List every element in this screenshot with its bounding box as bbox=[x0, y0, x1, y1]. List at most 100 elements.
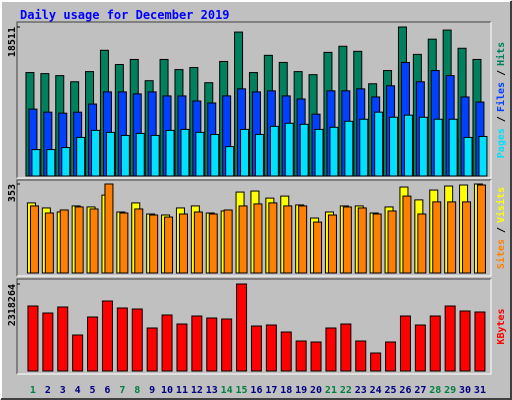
bar bbox=[74, 206, 84, 274]
x-tick-label: 21 bbox=[325, 385, 337, 396]
bar bbox=[61, 147, 71, 177]
bar bbox=[268, 202, 278, 274]
x-tick-label: 24 bbox=[370, 385, 382, 396]
x-tick-label: 6 bbox=[104, 385, 110, 396]
bar bbox=[221, 318, 233, 372]
bar bbox=[327, 214, 337, 274]
x-tick-label: 15 bbox=[236, 385, 248, 396]
legend: Pages / Files / Hits bbox=[495, 42, 507, 158]
x-tick-label: 11 bbox=[176, 385, 188, 396]
bar bbox=[208, 213, 218, 274]
bar bbox=[254, 133, 264, 177]
x-tick-label: 2 bbox=[45, 385, 51, 396]
bar bbox=[116, 307, 128, 372]
bar bbox=[295, 340, 307, 372]
bar bbox=[165, 129, 175, 177]
bar bbox=[87, 316, 99, 372]
bar bbox=[178, 213, 188, 274]
x-tick-label: 10 bbox=[161, 385, 173, 396]
bar bbox=[417, 213, 427, 274]
legend-separator: / bbox=[496, 70, 507, 76]
bar bbox=[161, 314, 173, 372]
bar bbox=[150, 134, 160, 177]
x-tick-label: 5 bbox=[90, 385, 96, 396]
bar bbox=[374, 111, 384, 177]
bar bbox=[193, 211, 203, 274]
x-tick-label: 31 bbox=[474, 385, 486, 396]
bar bbox=[59, 209, 69, 274]
bar bbox=[119, 212, 129, 274]
x-tick-label: 30 bbox=[459, 385, 471, 396]
bar bbox=[298, 205, 308, 274]
bar bbox=[135, 132, 145, 177]
bar bbox=[101, 300, 113, 372]
bar bbox=[433, 118, 443, 177]
legend-entry: KBytes bbox=[496, 308, 507, 344]
x-tick-label: 25 bbox=[385, 385, 397, 396]
bar bbox=[444, 305, 456, 372]
x-tick-label: 7 bbox=[119, 385, 125, 396]
bar bbox=[299, 123, 309, 177]
bar bbox=[429, 315, 441, 372]
bar bbox=[402, 195, 412, 274]
x-tick-label: 28 bbox=[429, 385, 441, 396]
bar bbox=[131, 308, 143, 372]
plot-bevel-dark bbox=[16, 179, 491, 276]
x-tick-label: 17 bbox=[265, 385, 277, 396]
x-tick-label: 1 bbox=[30, 385, 36, 396]
bar bbox=[389, 116, 399, 177]
bar bbox=[44, 212, 54, 274]
bar bbox=[149, 214, 159, 274]
x-tick-label: 23 bbox=[355, 385, 367, 396]
plot-bevel-light bbox=[17, 22, 492, 179]
bar bbox=[403, 114, 413, 177]
x-tick-label: 26 bbox=[399, 385, 411, 396]
bar bbox=[146, 327, 158, 372]
bar bbox=[180, 128, 190, 177]
bar bbox=[253, 203, 263, 274]
x-tick-label: 13 bbox=[206, 385, 218, 396]
bar bbox=[357, 207, 367, 274]
x-tick-label: 19 bbox=[295, 385, 307, 396]
bar bbox=[313, 221, 323, 274]
y-tick-label: 18511 bbox=[7, 27, 18, 57]
bar bbox=[462, 201, 472, 274]
bar bbox=[76, 136, 86, 177]
bar bbox=[236, 283, 248, 372]
bar bbox=[355, 340, 367, 372]
bar bbox=[432, 201, 442, 274]
plot-bevel-dark bbox=[16, 21, 491, 178]
bar bbox=[478, 135, 488, 177]
bar bbox=[283, 205, 293, 274]
bar bbox=[191, 315, 203, 372]
bar bbox=[447, 201, 457, 274]
bar bbox=[176, 323, 188, 372]
bar bbox=[238, 205, 248, 274]
bar bbox=[210, 133, 220, 177]
bar bbox=[225, 146, 235, 177]
plot-bevel-dark bbox=[16, 278, 491, 374]
plot-bevel-light bbox=[17, 279, 492, 375]
bar bbox=[370, 352, 382, 372]
bar bbox=[240, 128, 250, 177]
bar bbox=[269, 125, 279, 177]
bar bbox=[42, 312, 54, 372]
x-tick-label: 3 bbox=[60, 385, 66, 396]
plot-bevel-light bbox=[17, 180, 492, 277]
bar bbox=[284, 122, 294, 177]
x-tick-label: 20 bbox=[310, 385, 322, 396]
bar bbox=[399, 315, 411, 372]
bar bbox=[195, 131, 205, 177]
bar bbox=[250, 325, 262, 372]
bar bbox=[342, 206, 352, 274]
bar bbox=[329, 126, 339, 177]
legend-separator: / bbox=[496, 116, 507, 122]
bar bbox=[310, 341, 322, 372]
bar bbox=[325, 327, 337, 372]
legend: KBytes bbox=[496, 308, 507, 344]
x-tick-label: 22 bbox=[340, 385, 352, 396]
chart-title: Daily usage for December 2019 bbox=[20, 8, 230, 22]
x-tick-label: 27 bbox=[414, 385, 426, 396]
bar bbox=[474, 311, 486, 372]
